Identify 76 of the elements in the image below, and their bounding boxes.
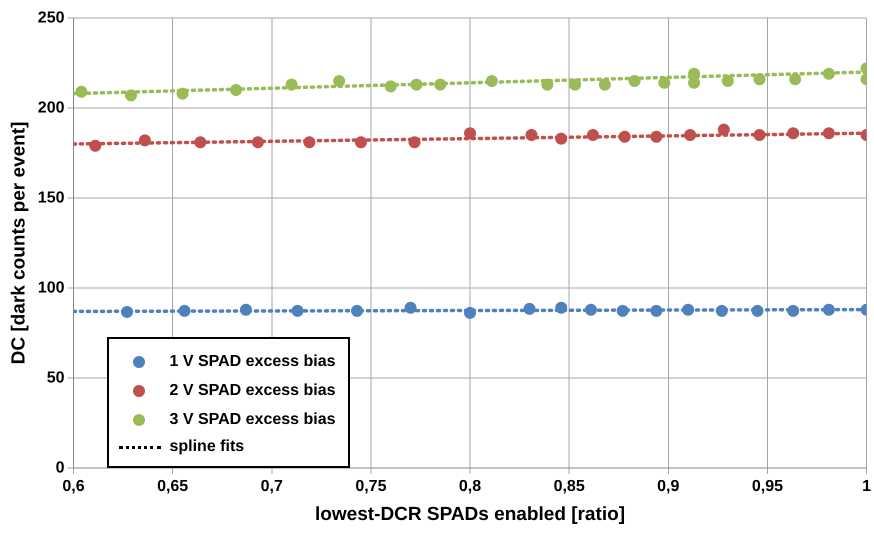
point [351,304,364,317]
point [688,76,700,89]
point [722,75,734,87]
x-tick-label: 0,75 [355,478,387,496]
point [434,78,446,91]
x-tick-label: 0,7 [260,478,283,496]
legend-label: 1 V SPAD excess bias [169,352,336,370]
y-tick-label: 100 [38,279,65,296]
x-tick-label: 0,8 [458,478,482,496]
point [124,89,137,102]
point [628,75,641,87]
point [555,302,568,314]
point [822,68,835,80]
point [753,73,766,86]
point [89,140,102,152]
point [178,304,191,317]
point [410,78,422,91]
point [292,304,304,317]
point [787,127,800,140]
point [555,132,568,145]
point [524,302,536,315]
point [658,76,670,89]
point [176,88,189,100]
point [618,130,631,143]
x-tick-label: 0,95 [752,478,784,496]
point [286,78,298,91]
y-tick-label: 50 [46,369,65,386]
annotation: spline fits [169,438,244,456]
x-tick-label: 0,9 [657,478,680,496]
point [684,129,696,141]
y-tick-label: 200 [38,99,65,116]
point [138,134,151,146]
point [408,136,421,148]
point [716,304,728,317]
x-tick-label: 0,85 [554,478,585,496]
point [598,78,611,91]
point [616,304,629,317]
legend-label: 2 V SPAD excess bias [169,382,336,400]
x-tick-label: 0,65 [157,478,188,496]
x-tick-label: 0,6 [62,478,85,496]
point [240,304,252,316]
y-tick-label: 0 [56,459,65,476]
point [682,304,694,316]
x-axis-title: lowest-DCR SPADs enabled [ratio] [315,504,626,525]
point [541,78,554,91]
y-tick-label: 250 [38,9,65,26]
point [822,304,835,316]
point [650,304,662,317]
point [230,84,242,96]
y-axis-title: DC [dark counts per event] [8,122,30,364]
point [303,136,316,148]
point [787,304,800,317]
point [789,73,802,86]
y-tick-label: 150 [38,189,65,206]
point [404,302,417,314]
point [718,124,730,136]
point [384,80,397,92]
point [75,86,88,98]
point [194,136,206,148]
point [586,129,599,141]
point [486,75,498,87]
point [584,304,597,316]
point [252,136,264,148]
point [354,136,367,148]
x-tick-label: 1 [862,478,872,496]
point [753,129,766,141]
point [464,127,476,140]
point [650,130,662,143]
point [464,306,476,319]
point [822,127,835,140]
point [121,306,134,318]
point [525,129,538,141]
point [569,78,582,91]
point [333,75,346,87]
legend-label: 3 V SPAD excess bias [169,410,336,428]
point [752,304,764,317]
